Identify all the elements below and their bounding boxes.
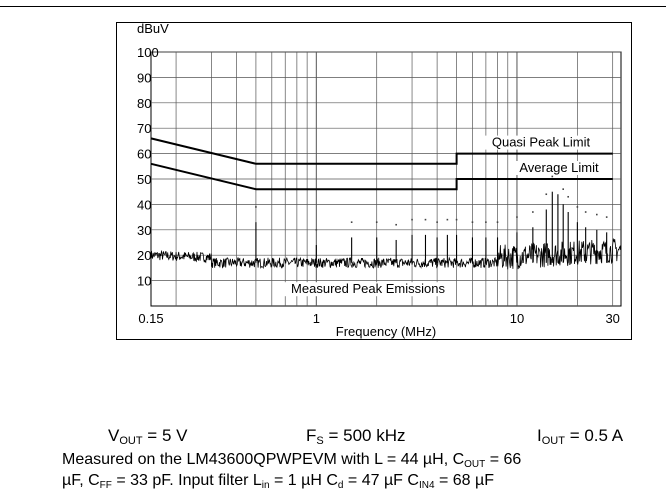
quasi-peak-limit-label: Quasi Peak Limit bbox=[481, 135, 601, 150]
fs-condition: FS = 500 kHz bbox=[306, 426, 406, 447]
quasi-peak-dot bbox=[596, 213, 598, 216]
iout-condition: IOUT = 0.5 A bbox=[537, 426, 624, 447]
quasi-peak-dot bbox=[395, 223, 397, 226]
quasi-peak-dot bbox=[605, 216, 608, 218]
quasi-peak-dot bbox=[446, 218, 449, 221]
measured-peak-emissions-label: Measured Peak Emissions bbox=[283, 281, 453, 297]
chart-frame bbox=[116, 22, 632, 340]
y-tick-label: 80 bbox=[137, 96, 151, 111]
label-text: Average Limit bbox=[519, 160, 599, 175]
test-setup-note-line-1: Measured on the LM43600QPWPEVM with L = … bbox=[62, 451, 522, 470]
measured-peak-emissions bbox=[150, 175, 622, 270]
label-background bbox=[509, 161, 609, 175]
average-limit-line bbox=[150, 162, 613, 191]
quasi-peak-dot bbox=[567, 195, 569, 198]
quasi-peak-dot bbox=[584, 211, 587, 213]
quasi-peak-dot bbox=[545, 193, 548, 196]
vout-condition: VOUT = 5 V bbox=[108, 426, 188, 447]
y-tick-label: 90 bbox=[137, 70, 151, 85]
quasi-peak-dot bbox=[485, 221, 487, 223]
y-axis-unit: dBuV bbox=[137, 21, 169, 36]
quasi-peak-dot bbox=[576, 206, 579, 208]
y-tick-label: 30 bbox=[137, 223, 151, 238]
quasi-peak-limit-line bbox=[150, 137, 613, 165]
emissions-chart: 10 20 30 40 50 60 70 80 90 100 dBuV 0.15 1 10 30 Freque… bbox=[137, 21, 622, 339]
x-tick-label: 10 bbox=[510, 311, 524, 326]
quasi-peak-dot bbox=[551, 175, 554, 178]
quasi-peak-dot bbox=[424, 218, 427, 221]
x-tick-label: 1 bbox=[313, 311, 320, 326]
quasi-peak-dot bbox=[516, 216, 518, 218]
y-tick-label: 70 bbox=[137, 121, 151, 136]
top-rule bbox=[0, 6, 666, 7]
quasi-peak-dot bbox=[455, 218, 458, 221]
quasi-peak-dot bbox=[375, 221, 378, 223]
quasi-peak-dot bbox=[471, 221, 474, 223]
quasi-peak-dot bbox=[496, 221, 499, 223]
quasi-peak-dot bbox=[532, 211, 534, 213]
x-tick-label: 0.15 bbox=[138, 311, 163, 326]
chart-labels: Quasi Peak Limit Average Limit Measured Pe… bbox=[283, 135, 609, 297]
x-tick-label: 30 bbox=[605, 311, 619, 326]
grid bbox=[150, 51, 622, 307]
test-setup-note-line-2: µF, CFF = 33 pF. Input filter Lin = 1 µH… bbox=[62, 472, 494, 491]
average-limit-label: Average Limit bbox=[509, 160, 609, 175]
label-background bbox=[481, 135, 601, 150]
quasi-peak-dot bbox=[350, 221, 353, 223]
quasi-peak-dot bbox=[315, 229, 318, 231]
label-text: Measured Peak Emissions bbox=[291, 281, 445, 296]
y-tick-label: 100 bbox=[137, 45, 159, 60]
label-background bbox=[283, 282, 453, 297]
x-axis-title: Frequency (MHz) bbox=[336, 324, 436, 339]
y-tick-label: 10 bbox=[137, 274, 151, 289]
quasi-peak-dot bbox=[562, 188, 565, 190]
label-text: Quasi Peak Limit bbox=[492, 135, 591, 150]
limit-lines bbox=[150, 137, 613, 191]
y-tick-label: 60 bbox=[137, 147, 151, 162]
y-tick-label: 20 bbox=[137, 248, 151, 263]
emission-trace bbox=[150, 238, 622, 270]
quasi-peak-dot bbox=[436, 221, 438, 223]
y-tick-label: 40 bbox=[137, 197, 151, 212]
tick-labels: 10 20 30 40 50 60 70 80 90 100 dBuV 0.15 1 10 30 Freque… bbox=[137, 21, 620, 339]
y-tick-label: 50 bbox=[137, 172, 151, 187]
quasi-peak-dot bbox=[411, 218, 413, 221]
quasi-peak-dot bbox=[255, 206, 257, 208]
